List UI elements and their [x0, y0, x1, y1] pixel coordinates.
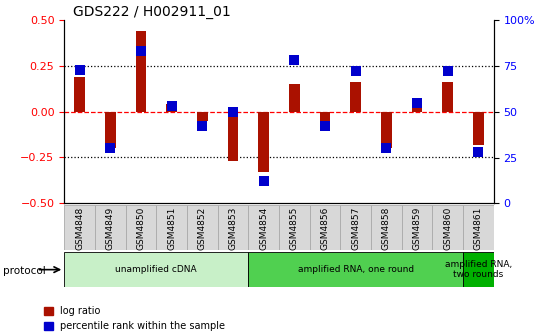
Bar — [473, 112, 484, 145]
Point — [167, 103, 176, 109]
Point — [382, 146, 391, 151]
Text: GSM4849: GSM4849 — [105, 207, 115, 250]
Bar — [248, 205, 279, 250]
Text: GSM4856: GSM4856 — [320, 207, 330, 250]
Bar — [126, 205, 156, 250]
Bar — [248, 252, 463, 287]
Text: protocol: protocol — [3, 266, 46, 276]
Bar — [105, 112, 116, 149]
Bar — [350, 82, 361, 112]
Bar — [166, 104, 177, 112]
Bar — [74, 77, 85, 112]
Point — [75, 67, 84, 72]
Text: GSM4860: GSM4860 — [443, 207, 453, 250]
Bar — [463, 252, 494, 287]
Point — [136, 49, 145, 54]
Point — [198, 124, 206, 129]
Point — [474, 149, 483, 155]
Bar — [432, 205, 463, 250]
Bar — [320, 112, 330, 121]
Text: GSM4857: GSM4857 — [351, 207, 360, 250]
Text: amplified RNA,
two rounds: amplified RNA, two rounds — [445, 260, 512, 279]
Text: GSM4861: GSM4861 — [474, 207, 483, 250]
Text: GSM4853: GSM4853 — [228, 207, 238, 250]
Bar — [442, 82, 453, 112]
Bar — [258, 112, 269, 172]
Bar — [228, 112, 238, 161]
Text: GSM4854: GSM4854 — [259, 207, 268, 250]
Text: GSM4852: GSM4852 — [198, 207, 207, 250]
Bar — [310, 205, 340, 250]
Bar — [340, 205, 371, 250]
Bar — [412, 104, 422, 112]
Point — [412, 100, 421, 105]
Point — [229, 109, 238, 115]
Bar — [156, 205, 187, 250]
Bar — [64, 205, 95, 250]
Text: GSM4859: GSM4859 — [412, 207, 422, 250]
Text: GSM4850: GSM4850 — [136, 207, 146, 250]
Bar — [463, 205, 494, 250]
Point — [290, 58, 299, 63]
Bar — [197, 112, 208, 121]
Text: amplified RNA, one round: amplified RNA, one round — [297, 265, 414, 274]
Point — [351, 69, 360, 74]
Point — [259, 179, 268, 184]
Point — [320, 124, 329, 129]
Bar — [371, 205, 402, 250]
Point — [443, 69, 452, 74]
Bar — [402, 205, 432, 250]
Bar — [381, 112, 392, 149]
Text: unamplified cDNA: unamplified cDNA — [116, 265, 197, 274]
Bar — [95, 205, 126, 250]
Bar — [136, 31, 146, 112]
Text: GDS222 / H002911_01: GDS222 / H002911_01 — [73, 5, 230, 19]
Text: GSM4858: GSM4858 — [382, 207, 391, 250]
Text: GSM4851: GSM4851 — [167, 207, 176, 250]
Bar — [279, 205, 310, 250]
Text: GSM4848: GSM4848 — [75, 207, 84, 250]
Legend: log ratio, percentile rank within the sample: log ratio, percentile rank within the sa… — [44, 306, 225, 331]
Point — [105, 146, 115, 151]
Bar — [289, 84, 300, 112]
Bar — [64, 252, 248, 287]
Bar — [187, 205, 218, 250]
Text: GSM4855: GSM4855 — [290, 207, 299, 250]
Bar — [218, 205, 248, 250]
